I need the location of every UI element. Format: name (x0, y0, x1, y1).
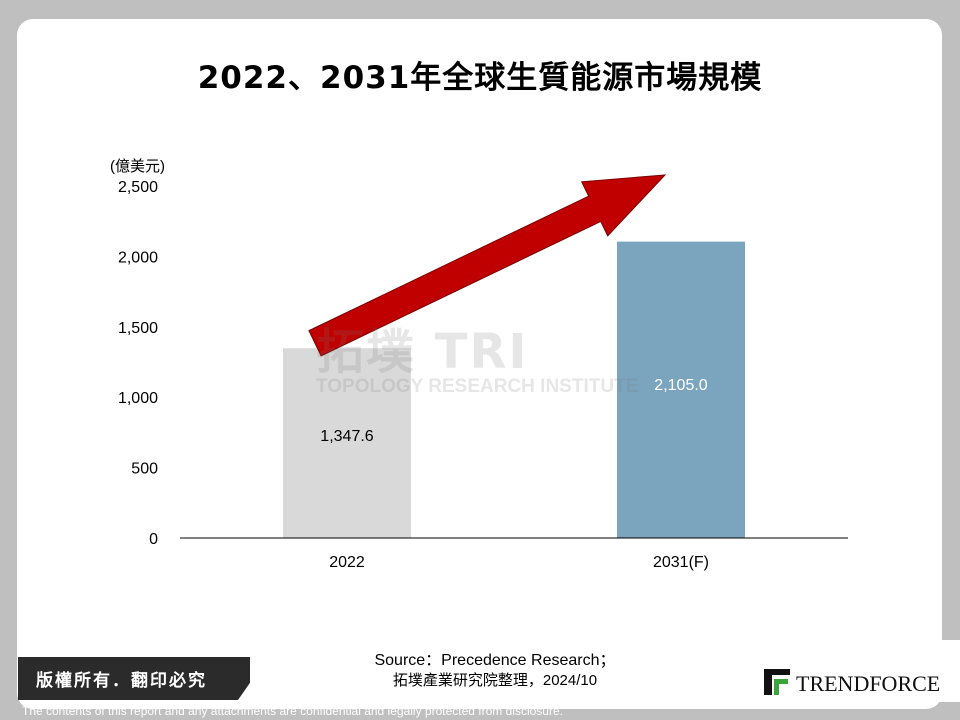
source-box (250, 657, 770, 700)
x-tick-label: 2022 (329, 554, 365, 571)
data-label: 1,347.6 (320, 428, 373, 445)
page-title: 2022、2031年全球生質能源市場規模 (197, 60, 763, 96)
bar (283, 348, 411, 538)
copyright-text: 版權所有．翻印必究 (36, 671, 207, 691)
x-tick-label: 2031(F) (653, 554, 709, 571)
source-line-1: Source：Precedence Research； (374, 652, 616, 669)
slide-background (17, 19, 942, 709)
y-tick-label: 2,000 (118, 249, 158, 266)
source-line-2: 拓墣產業研究院整理，2024/10 (392, 672, 598, 689)
disclaimer: The contents of this report and any atta… (22, 704, 563, 718)
copyright-banner (18, 657, 268, 700)
trendforce-logo-icon (764, 669, 790, 695)
y-tick-label: 1,500 (118, 320, 158, 337)
logo-text: TRENDFORCE (796, 671, 941, 696)
y-axis-unit-label: (億美元) (110, 158, 165, 175)
y-tick-label: 0 (149, 531, 158, 548)
growth-arrow (308, 174, 667, 357)
y-tick-label: 500 (131, 461, 158, 478)
y-tick-label: 1,000 (118, 390, 158, 407)
bar (617, 241, 745, 538)
y-tick-label: 2,500 (118, 179, 158, 196)
data-label: 2,105.0 (654, 377, 707, 394)
